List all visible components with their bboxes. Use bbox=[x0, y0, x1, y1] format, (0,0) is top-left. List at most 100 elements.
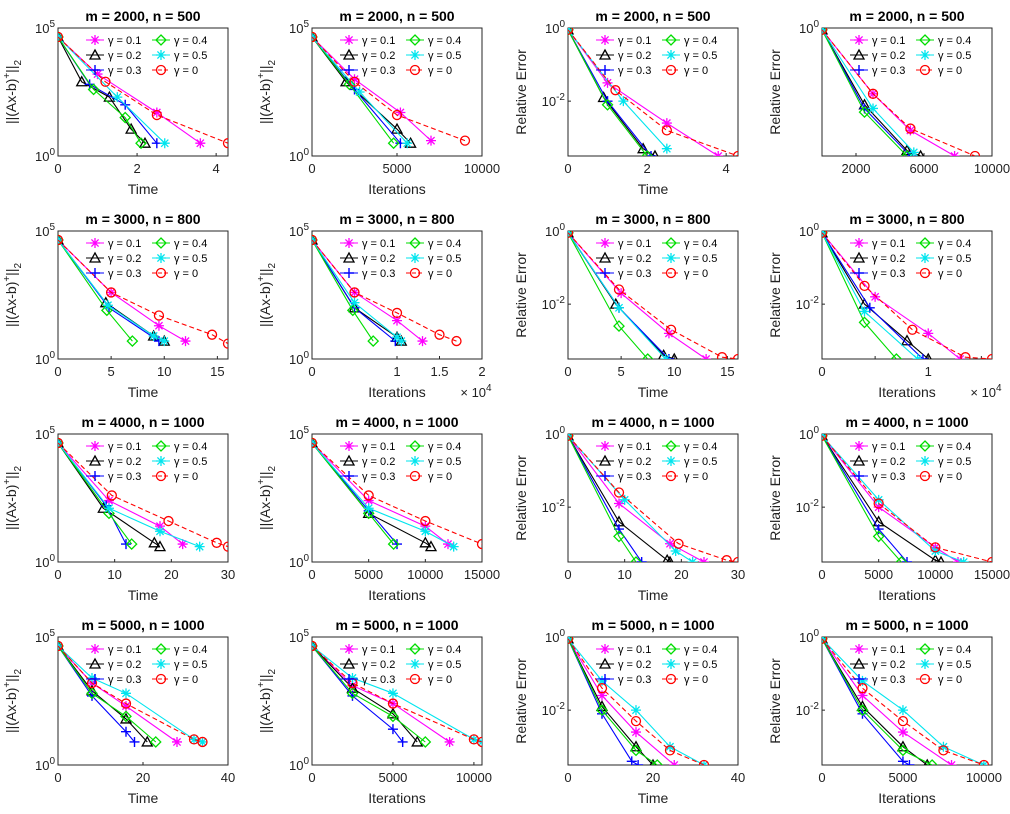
x-tick-label: 15000 bbox=[464, 567, 500, 582]
legend-label: γ = 0.3 bbox=[618, 674, 651, 686]
legend-marker bbox=[410, 659, 420, 669]
x-axis-label: Time bbox=[128, 384, 159, 400]
legend-marker bbox=[600, 268, 610, 278]
series-line-1 bbox=[58, 239, 186, 342]
data-point bbox=[58, 437, 64, 449]
legend-marker bbox=[409, 267, 421, 279]
data-point bbox=[665, 538, 675, 549]
data-point bbox=[897, 744, 909, 757]
legend-label: γ = 0.3 bbox=[362, 268, 395, 280]
data-point bbox=[58, 31, 64, 43]
legend-marker bbox=[344, 65, 354, 75]
data-point bbox=[397, 736, 408, 747]
legend-marker bbox=[344, 35, 354, 45]
legend: γ = 0.1 γ = 0.4 γ = 0.2 γ = 0.5 γ = 0.3 γ = 0 bbox=[596, 237, 717, 280]
x-tick-label: 20 bbox=[136, 770, 150, 785]
legend-label: γ = 0.4 bbox=[428, 35, 461, 47]
legend-label: γ = 0.3 bbox=[108, 268, 141, 280]
legend-marker bbox=[854, 35, 864, 45]
data-point bbox=[897, 756, 908, 765]
data-point bbox=[626, 756, 637, 765]
legend-marker bbox=[854, 674, 864, 684]
data-point bbox=[930, 546, 941, 557]
data-point bbox=[641, 353, 654, 359]
series-line-1 bbox=[312, 442, 449, 545]
x-tick-label: 0 bbox=[818, 770, 825, 785]
data-point bbox=[141, 735, 154, 747]
data-point bbox=[597, 675, 607, 686]
data-point bbox=[949, 151, 960, 156]
data-point bbox=[938, 741, 949, 752]
subplot-title: m = 3000, n = 800 bbox=[339, 211, 454, 227]
y-tick-label: 105 bbox=[35, 425, 55, 442]
y-tick-label: 105 bbox=[35, 222, 55, 239]
series-line-4 bbox=[568, 638, 658, 765]
x-axis-label: Iterations bbox=[878, 790, 936, 806]
series-line-4 bbox=[568, 29, 648, 156]
legend-marker bbox=[666, 456, 676, 466]
data-point bbox=[180, 336, 191, 347]
legend-marker bbox=[155, 34, 167, 46]
plot-area bbox=[57, 433, 229, 563]
subplot-4: m = 2000, n = 500 2000 6000 10000 100 Relativ… bbox=[767, 8, 1010, 176]
data-point bbox=[568, 637, 574, 645]
legend-label: γ = 0.1 bbox=[362, 441, 395, 453]
data-point bbox=[312, 640, 318, 652]
data-point bbox=[476, 736, 482, 748]
data-point bbox=[444, 736, 455, 747]
series-line-6 bbox=[822, 638, 985, 765]
data-point bbox=[120, 698, 132, 709]
data-point bbox=[222, 338, 228, 349]
x-axis-label: Iterations bbox=[878, 384, 936, 400]
series-line-1 bbox=[312, 36, 432, 142]
data-point bbox=[613, 530, 625, 543]
x-tick-label: 20 bbox=[674, 567, 688, 582]
legend-label: γ = 0.1 bbox=[362, 644, 395, 656]
data-point bbox=[822, 434, 828, 441]
data-point bbox=[946, 760, 957, 765]
data-point bbox=[125, 122, 138, 134]
data-point bbox=[857, 690, 868, 701]
x-tick-label: 5 bbox=[618, 364, 625, 379]
subplot-title: m = 5000, n = 1000 bbox=[336, 617, 459, 633]
legend: γ = 0.1 γ = 0.4 γ = 0.2 γ = 0.5 γ = 0.3 γ = 0 bbox=[850, 237, 971, 280]
legend-label: γ = 0.4 bbox=[174, 644, 207, 656]
series-group bbox=[58, 30, 228, 150]
series-group bbox=[312, 436, 482, 552]
data-point bbox=[126, 335, 139, 347]
data-point bbox=[716, 352, 728, 359]
x-tick-label: 0 bbox=[818, 364, 825, 379]
legend-marker bbox=[852, 454, 866, 466]
legend-marker bbox=[342, 48, 356, 60]
legend-label: γ = 0.2 bbox=[108, 659, 141, 671]
legend-label: γ = 0.1 bbox=[108, 644, 141, 656]
data-point bbox=[148, 536, 161, 548]
subplot-title: m = 5000, n = 1000 bbox=[592, 617, 715, 633]
legend-label: γ = 0.1 bbox=[618, 238, 651, 250]
legend-label: γ = 0 bbox=[684, 674, 708, 686]
x-tick-label: 10000 bbox=[917, 567, 953, 582]
legend-label: γ = 0.2 bbox=[618, 253, 651, 265]
legend-marker bbox=[600, 35, 610, 45]
data-point bbox=[917, 149, 925, 156]
plot-area bbox=[821, 230, 993, 360]
series-line-4 bbox=[568, 435, 637, 562]
legend-marker bbox=[342, 454, 356, 466]
legend-marker bbox=[665, 440, 677, 452]
series-line-4 bbox=[822, 29, 908, 156]
data-point bbox=[937, 555, 945, 562]
x-tick-label: 0 bbox=[564, 567, 571, 582]
data-point bbox=[822, 434, 828, 442]
legend-marker bbox=[919, 34, 931, 46]
series-line-6 bbox=[568, 29, 738, 156]
x-tick-label: 5000 bbox=[864, 567, 893, 582]
y-tick-label: 10-2 bbox=[542, 92, 566, 109]
data-point bbox=[904, 760, 915, 765]
data-point bbox=[613, 487, 625, 498]
x-tick-label: 10 bbox=[667, 364, 681, 379]
legend-marker bbox=[156, 50, 166, 60]
y-tick-label: 10-2 bbox=[796, 295, 820, 312]
series-line-6 bbox=[312, 36, 466, 142]
legend-label: γ = 0 bbox=[428, 674, 452, 686]
legend-marker bbox=[410, 253, 420, 263]
